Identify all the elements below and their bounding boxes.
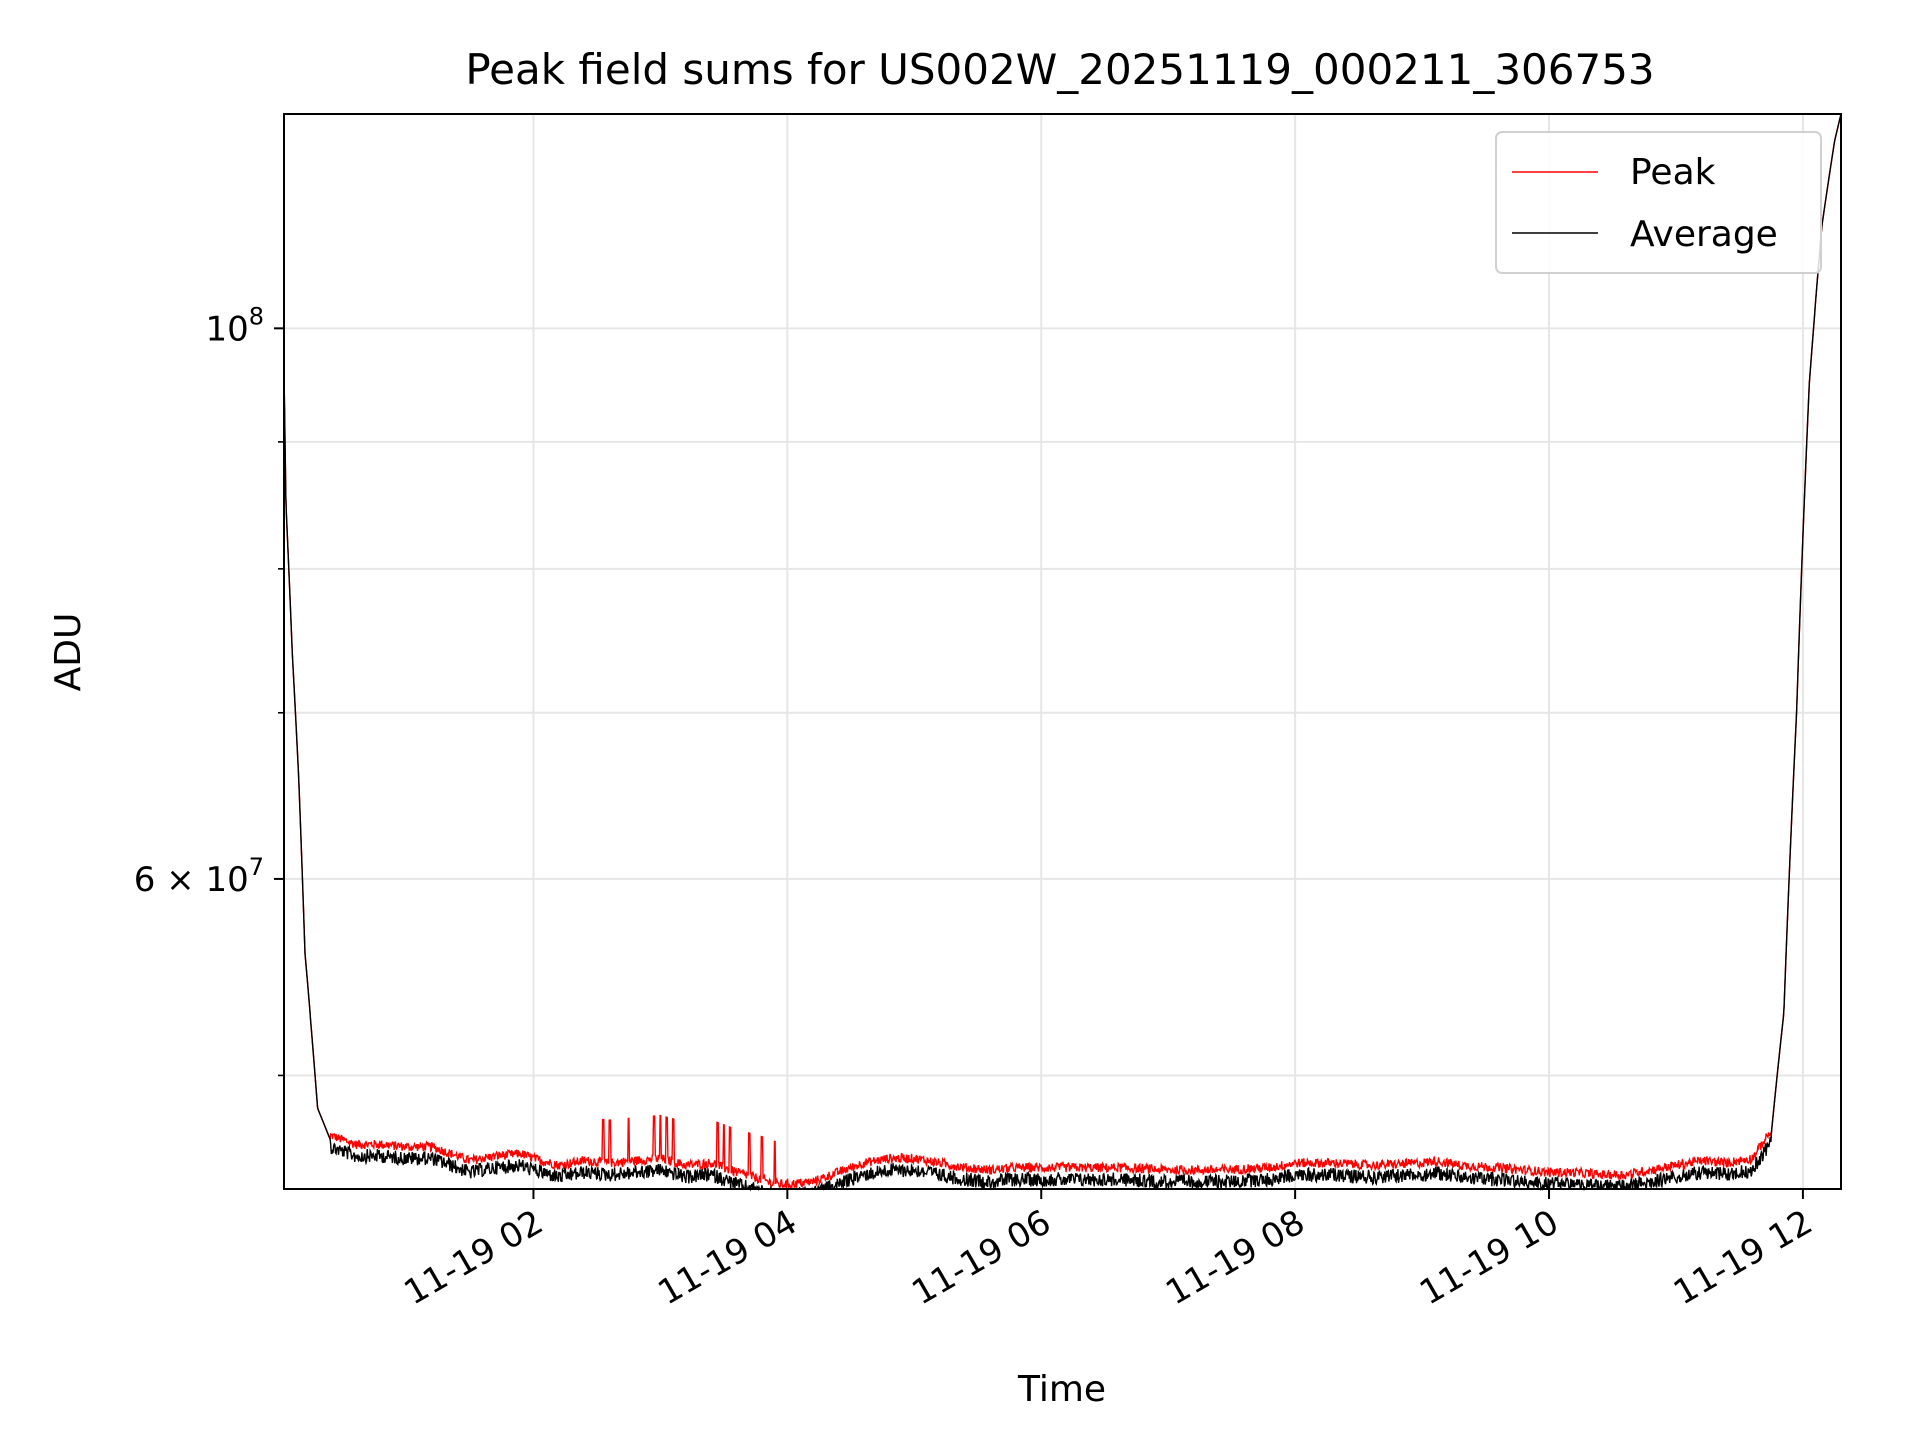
legend: Peak Average — [1495, 131, 1822, 274]
y-tick-label: 108 — [205, 302, 264, 349]
grid — [284, 114, 1841, 1189]
plot-frame — [283, 113, 1842, 1190]
average-series-line — [283, 113, 1842, 1192]
legend-peak-label: Peak — [1630, 152, 1716, 193]
y-axis-label: ADU — [48, 613, 89, 692]
chart-title: Peak field sums for US002W_20251119_0002… — [465, 45, 1654, 94]
series-layer — [283, 113, 1842, 1192]
y-tick-label: 6 × 107 — [134, 853, 264, 900]
legend-average-label: Average — [1630, 214, 1778, 255]
peak-series-line — [283, 113, 1842, 1190]
x-axis-label: Time — [1017, 1369, 1106, 1410]
legend-box — [1495, 131, 1822, 274]
